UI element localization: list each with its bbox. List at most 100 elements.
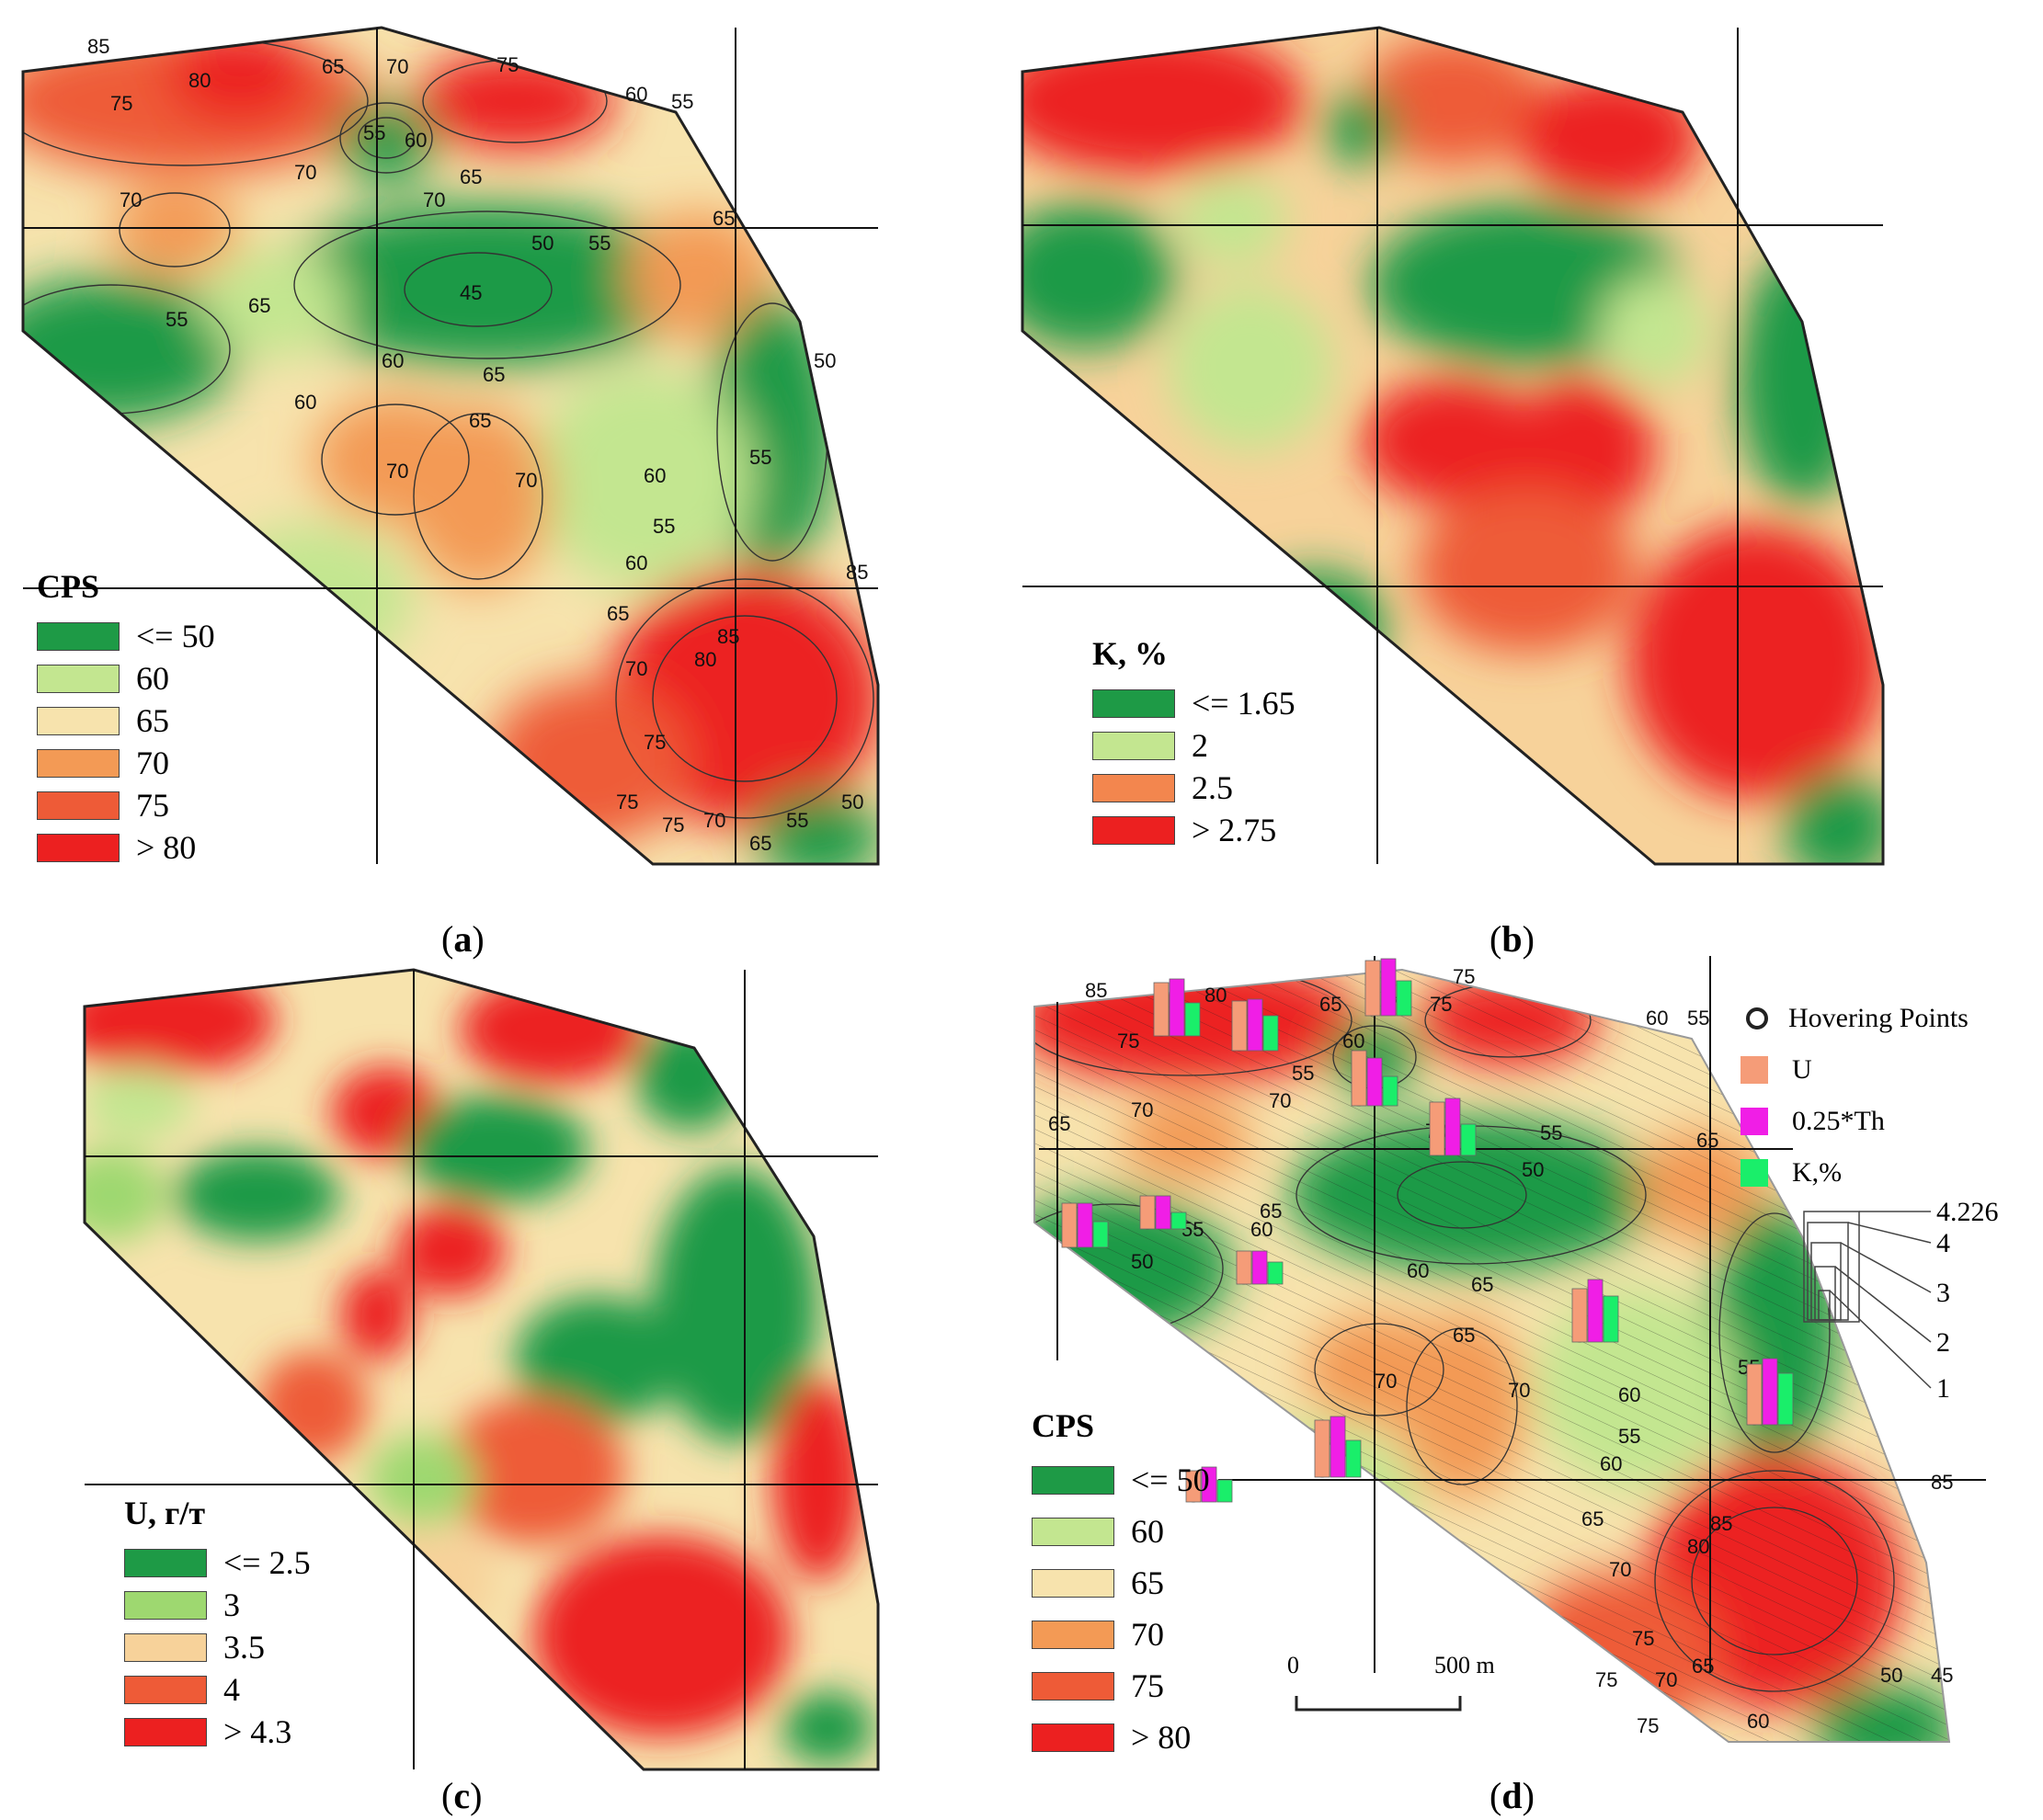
bar-k — [1170, 1211, 1187, 1230]
legend-row: <= 1.65 — [1092, 682, 1295, 724]
contour-label: 70 — [515, 469, 537, 492]
bar-th — [1587, 1279, 1604, 1343]
legend-row: 3.5 — [124, 1626, 311, 1668]
contour-label: 75 — [1595, 1668, 1617, 1691]
contour-label: 75 — [644, 731, 666, 754]
contour-label: 65 — [1692, 1655, 1714, 1678]
contour-label: 65 — [1471, 1273, 1493, 1296]
caption-d: (d) — [1489, 1775, 1535, 1816]
caption-letter: b — [1501, 918, 1523, 960]
scale-start-label: 0 — [1287, 1652, 1299, 1678]
bar-th — [1201, 1466, 1217, 1503]
bar-u — [1185, 1470, 1202, 1503]
legend-title: U, г/т — [124, 1495, 206, 1531]
scale-value: 1 — [1936, 1373, 1950, 1404]
caption-letter: d — [1501, 1775, 1523, 1816]
legend-row: 4 — [124, 1668, 311, 1711]
contour-label: 55 — [671, 90, 693, 113]
bar-k — [1262, 1015, 1279, 1052]
contour-label: 85 — [1931, 1471, 1953, 1494]
contour-label: 70 — [1508, 1379, 1530, 1402]
uranium-surface-c — [85, 970, 873, 1765]
legend-row-hovering-points: Hovering Points — [1741, 993, 1969, 1044]
bar-k — [1382, 1075, 1398, 1107]
legend-swatch — [1092, 815, 1175, 845]
contour-label: 60 — [644, 464, 666, 487]
bar-group — [1746, 1358, 1794, 1426]
legend-row-u: U — [1741, 1044, 1969, 1096]
contour-label: 75 — [662, 813, 684, 836]
k-label: K,% — [1792, 1157, 1843, 1188]
caption-c: (c) — [441, 1775, 483, 1816]
contour-label: 55 — [588, 232, 611, 255]
contour-label: 85 — [717, 625, 739, 648]
legend-row: > 2.75 — [1092, 809, 1295, 851]
bar-u — [1231, 1000, 1248, 1052]
k-swatch — [1741, 1159, 1768, 1187]
contour-label: 50 — [1131, 1250, 1153, 1273]
bar-group — [1351, 1050, 1398, 1107]
contour-label: 75 — [1430, 993, 1452, 1016]
contour-label: 45 — [460, 281, 482, 304]
contour-label: 50 — [841, 791, 863, 813]
legend-label: 3.5 — [223, 1629, 265, 1666]
legend-swatch — [124, 1590, 207, 1620]
bar-u — [1364, 960, 1381, 1017]
bar-u — [1571, 1288, 1588, 1343]
legend-swatch — [1092, 773, 1175, 802]
bar-size-scale: 4.226 4 3 2 1 — [1803, 1197, 1999, 1404]
th-label: 0.25*Th — [1792, 1106, 1885, 1136]
cps-map-a: 85 80 75 65 70 75 60 55 55 60 70 70 70 6… — [21, 26, 880, 866]
bar-th — [1247, 998, 1263, 1052]
bar-group — [1139, 1195, 1187, 1230]
legend-label: <= 1.65 — [1192, 685, 1295, 722]
survey-boundary-a — [21, 26, 880, 866]
contour-label: 55 — [749, 446, 771, 469]
legend-label: 70 — [136, 745, 169, 781]
legend-row: 2.5 — [1092, 767, 1295, 809]
contour-label: 60 — [625, 552, 647, 574]
legend-title: CPS — [1032, 1407, 1095, 1444]
contour-label: 65 — [1581, 1507, 1604, 1530]
contour-label: 60 — [294, 391, 316, 414]
hovering-points-label: Hovering Points — [1788, 1003, 1969, 1033]
contour-label: 50 — [1522, 1158, 1544, 1181]
legend-row: 75 — [1032, 1660, 1210, 1712]
bar-group — [1314, 1416, 1362, 1478]
bar-u — [1139, 1195, 1156, 1230]
bar-th — [1444, 1098, 1461, 1156]
contour-label: 60 — [1250, 1218, 1273, 1241]
legend-row-k: K,% — [1741, 1147, 1969, 1199]
scale-bar: 0 500 m — [1287, 1652, 1495, 1712]
bar-k — [1777, 1372, 1794, 1426]
contour-label: 55 — [1687, 1007, 1709, 1029]
legend-row: <= 50 — [37, 615, 215, 657]
grid-lines-b — [1022, 28, 1883, 864]
bar-k — [1216, 1479, 1233, 1503]
survey-boundary-b — [1021, 26, 1885, 866]
contour-label: 75 — [1637, 1714, 1659, 1737]
contour-label: 60 — [1747, 1710, 1769, 1733]
legend-swatch — [124, 1717, 207, 1746]
contour-label: 70 — [1131, 1098, 1153, 1121]
cps-legend-d: CPS <= 50 60 65 70 75 > 80 — [1032, 1406, 1210, 1763]
bar-k — [1184, 1002, 1201, 1037]
contour-label: 60 — [1600, 1452, 1622, 1475]
panel-b-potassium-map: K, % <= 1.65 2 2.5 > 2.75 (b) — [1011, 0, 2043, 960]
panel-c-uranium-map: U, г/т <= 2.5 3 3.5 4 > 4.3 (c) — [0, 919, 1011, 1820]
legend-swatch — [1032, 1568, 1114, 1598]
legend-swatch — [37, 748, 120, 778]
bar-u — [1153, 982, 1170, 1037]
th-swatch — [1741, 1108, 1768, 1135]
contour-label: 65 — [1696, 1129, 1718, 1152]
contour-label: 70 — [1375, 1370, 1397, 1393]
contour-label: 65 — [469, 409, 491, 432]
caption-letter: a — [453, 918, 473, 960]
contour-label: 80 — [1204, 984, 1227, 1007]
legend-row: 65 — [37, 700, 215, 742]
hovering-point-icon — [1746, 1007, 1768, 1029]
symbol-legend-d: Hovering Points U 0.25*Th K,% — [1741, 993, 1969, 1199]
contour-label: 45 — [1931, 1664, 1953, 1687]
contour-label: 65 — [322, 55, 344, 78]
contour-label: 65 — [483, 363, 505, 386]
